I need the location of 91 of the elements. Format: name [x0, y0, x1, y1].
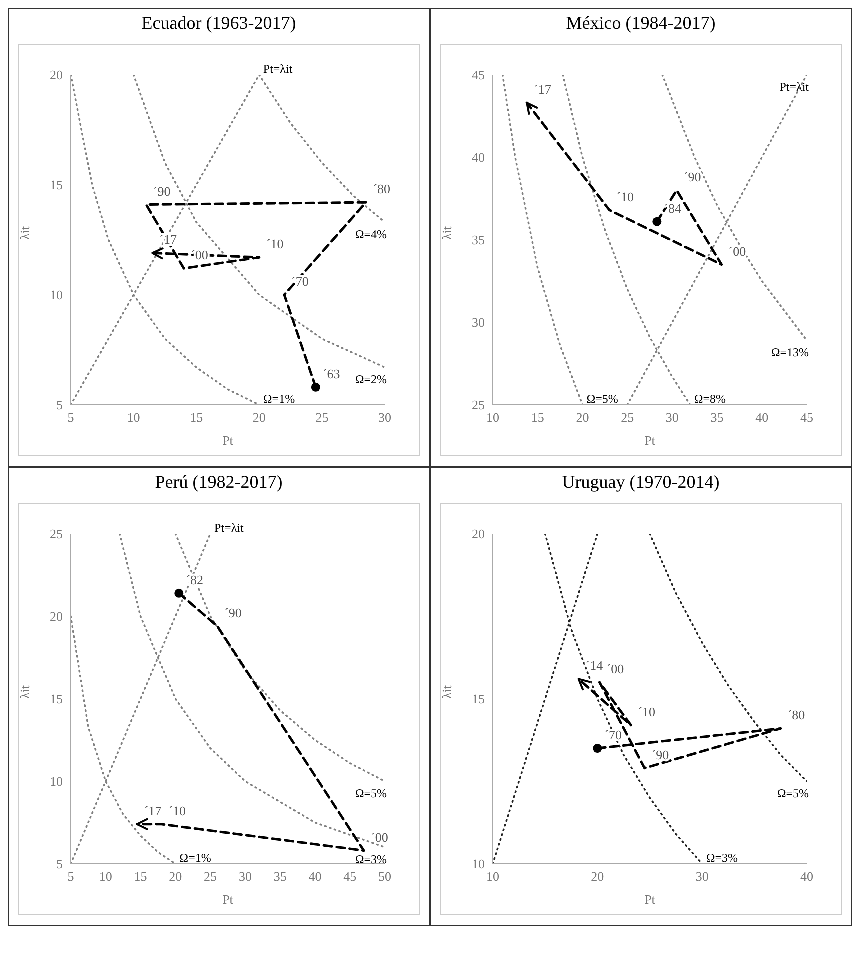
y-tick-label: 15 — [472, 692, 485, 707]
x-tick-label: 30 — [696, 869, 709, 884]
x-tick-label: 25 — [621, 410, 634, 426]
x-axis-title: Pt — [222, 433, 234, 448]
x-tick-label: 10 — [127, 410, 140, 426]
series-label: Ω=3% — [706, 851, 738, 865]
series-label: Ω=5% — [355, 786, 387, 800]
y-tick-label: 25 — [50, 526, 63, 542]
series-label: Ω=2% — [355, 372, 387, 387]
y-tick-label: 5 — [56, 856, 63, 872]
y-tick-label: 15 — [50, 178, 63, 193]
x-tick-label: 10 — [99, 869, 112, 884]
annotation: ´70 — [604, 728, 622, 742]
x-axis-title: Pt — [644, 892, 656, 907]
x-axis-title: Pt — [644, 433, 656, 448]
x-tick-label: 35 — [274, 869, 287, 884]
series-label: Ω=8% — [694, 392, 726, 406]
x-tick-label: 30 — [238, 869, 252, 884]
y-tick-label: 10 — [50, 288, 63, 303]
annotation: ´90 — [652, 747, 670, 762]
series-label: Pt=λit — [263, 62, 294, 76]
y-tick-label: 40 — [472, 150, 485, 166]
x-tick-label: 35 — [710, 410, 724, 426]
y-tick-label: 45 — [472, 68, 485, 83]
x-tick-label: 30 — [378, 410, 392, 426]
chart-title: Ecuador (1963-2017) — [140, 13, 298, 34]
chart-title: Uruguay (1970-2014) — [561, 472, 721, 493]
annotation: ´17 — [160, 232, 178, 248]
x-tick-label: 15 — [190, 410, 204, 426]
x-tick-label: 20 — [591, 869, 604, 884]
annotation: ´17 — [534, 82, 552, 98]
x-tick-label: 20 — [576, 410, 590, 426]
x-tick-label: 10 — [486, 869, 500, 884]
series-label: Pt=λit — [780, 80, 810, 94]
annotation: ´14 — [586, 658, 604, 674]
x-tick-label: 5 — [68, 869, 74, 884]
series-label: Ω=5% — [586, 392, 618, 406]
x-tick-label: 20 — [169, 869, 182, 884]
y-axis-title: λit — [440, 226, 455, 240]
series-label: Pt=λit — [214, 521, 244, 535]
annotation: ´70 — [292, 274, 309, 289]
annotation: ´63 — [322, 366, 340, 382]
x-tick-label: 15 — [134, 869, 148, 884]
x-tick-label: 5 — [68, 410, 74, 426]
y-tick-label: 20 — [472, 526, 485, 542]
y-tick-label: 25 — [472, 398, 485, 413]
annotation: ´10 — [616, 189, 634, 204]
x-tick-label: 45 — [800, 410, 814, 426]
x-axis-title: Pt — [222, 892, 234, 907]
x-tick-label: 50 — [378, 869, 392, 884]
annotation: ´10 — [638, 704, 656, 720]
annotation: ´00 — [728, 244, 746, 259]
series-label: Ω=3% — [355, 852, 387, 866]
y-tick-label: 35 — [472, 232, 485, 248]
series-label: Ω=13% — [771, 346, 809, 360]
series-label: Ω=1% — [263, 392, 296, 406]
annotation: ´10 — [266, 236, 284, 252]
x-tick-label: 10 — [486, 410, 500, 426]
y-tick-label: 20 — [50, 68, 63, 83]
x-tick-label: 25 — [204, 869, 218, 884]
annotation: ´80 — [788, 708, 806, 723]
x-tick-label: 15 — [531, 410, 544, 426]
y-tick-label: 10 — [472, 856, 485, 872]
annotation: ´90 — [224, 605, 242, 620]
x-tick-label: 45 — [344, 869, 357, 884]
chart-title: Perú (1982-2017) — [154, 472, 284, 493]
x-tick-label: 40 — [756, 410, 769, 426]
annotation: ´00 — [371, 830, 388, 845]
y-axis-title: λit — [18, 226, 33, 240]
series-label: Ω=1% — [180, 851, 212, 865]
annotation: ´80 — [373, 182, 391, 197]
x-tick-label: 25 — [316, 410, 329, 426]
y-tick-label: 5 — [56, 398, 63, 413]
y-tick-label: 10 — [50, 774, 63, 790]
y-tick-label: 20 — [50, 609, 63, 624]
annotation: ´90 — [684, 170, 702, 184]
x-tick-label: 30 — [666, 410, 679, 426]
annotation: ´10 — [168, 803, 186, 818]
y-tick-label: 30 — [472, 315, 485, 330]
y-axis-title: λit — [440, 685, 455, 699]
annotation: ´00 — [606, 662, 624, 676]
x-tick-label: 40 — [800, 869, 814, 884]
chart-title: México (1984-2017) — [565, 13, 717, 34]
x-tick-label: 40 — [308, 869, 322, 884]
annotation: ´90 — [153, 184, 171, 199]
y-tick-label: 15 — [50, 692, 63, 707]
annotation: ´17 — [144, 803, 162, 818]
y-axis-title: λit — [18, 685, 33, 699]
series-label: Ω=4% — [355, 227, 387, 242]
series-label: Ω=5% — [777, 786, 809, 800]
x-tick-label: 20 — [252, 410, 266, 426]
